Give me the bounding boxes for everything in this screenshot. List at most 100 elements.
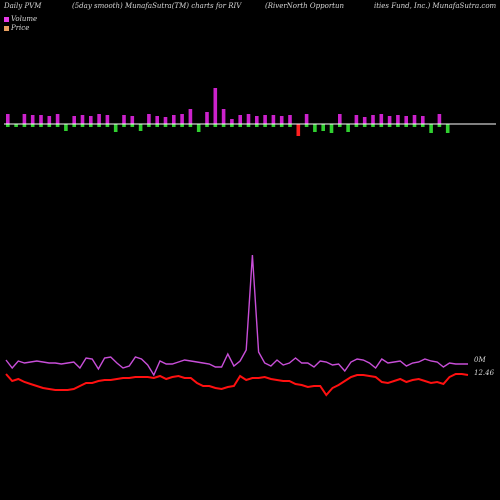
pvm-bar-tick — [412, 124, 417, 127]
pvm-bar — [346, 124, 350, 132]
pvm-bar-tick — [155, 124, 159, 127]
pvm-bar — [321, 124, 325, 131]
pvm-bar — [279, 116, 284, 124]
pvm-bar — [379, 114, 384, 124]
pvm-bar-tick — [163, 124, 168, 127]
pvm-bar-tick — [230, 124, 234, 127]
pvm-bar-tick — [255, 124, 259, 127]
pvm-bar — [113, 124, 118, 132]
pvm-bar-tick — [288, 124, 292, 127]
pvm-bar — [105, 115, 110, 124]
pvm-bar-tick — [404, 124, 408, 127]
legend-price-swatch — [4, 25, 9, 31]
pvm-bar — [230, 119, 234, 124]
pvm-bar — [55, 114, 60, 124]
legend-volume: Volume — [4, 15, 37, 23]
legend-price-label: Price — [11, 24, 30, 32]
pvm-bar — [196, 124, 201, 132]
pvm-bar-tick — [80, 124, 85, 127]
header-fund-name-2: ities Fund, Inc.) MunafaSutra.com — [374, 2, 497, 10]
pvm-bar — [387, 116, 392, 124]
volume-end-label: 0M — [474, 356, 486, 364]
pvm-bar-tick — [188, 124, 193, 127]
pvm-bar-tick — [437, 124, 442, 127]
pvm-bar — [172, 115, 176, 124]
pvm-bar-tick — [263, 124, 267, 127]
pvm-bar-tick — [238, 124, 242, 127]
pvm-bar — [445, 124, 450, 133]
pvm-bar-tick — [39, 124, 43, 127]
pvm-bar — [188, 109, 193, 124]
pvm-bar-tick — [97, 124, 101, 127]
pvm-bar-tick — [221, 124, 226, 127]
pvm-bar — [421, 116, 425, 124]
pvm-bar — [47, 116, 52, 124]
pvm-bar — [97, 114, 101, 124]
pvm-bar-tick — [371, 124, 375, 127]
pvm-bar-tick — [379, 124, 384, 127]
pvm-bar-tick — [30, 124, 35, 127]
pvm-bar — [122, 115, 126, 124]
pvm-bar — [64, 124, 68, 131]
pvm-bar-tick — [180, 124, 184, 127]
pvm-bar — [304, 114, 309, 124]
pvm-bar-tick — [421, 124, 425, 127]
pvm-bar — [238, 115, 242, 124]
pvm-bar-tick — [296, 124, 301, 127]
pvm-bar-tick — [122, 124, 126, 127]
header-title: (5day smooth) MunafaSutra(TM) charts for… — [72, 2, 242, 10]
pvm-bar-tick — [246, 124, 251, 127]
volume-bars — [6, 88, 450, 136]
pvm-bar — [354, 115, 359, 124]
pvm-bar — [39, 115, 43, 124]
pvm-bar-tick — [105, 124, 110, 127]
pvm-bar-tick — [338, 124, 342, 127]
pvm-bar — [213, 88, 218, 124]
pvm-bar — [371, 115, 375, 124]
pvm-bar — [429, 124, 433, 133]
pvm-bar — [89, 116, 93, 124]
pvm-bar-tick — [387, 124, 392, 127]
legend-price: Price — [4, 24, 29, 32]
pvm-bar — [296, 124, 301, 136]
pvm-bar — [30, 115, 35, 124]
pvm-bar — [72, 116, 76, 124]
legend-volume-label: Volume — [11, 15, 38, 23]
pvm-bar-tick — [362, 124, 367, 127]
pvm-bar — [80, 115, 85, 124]
pvm-bar — [246, 114, 251, 124]
pvm-bar — [130, 116, 135, 124]
pvm-bar — [288, 115, 292, 124]
pvm-bar-tick — [271, 124, 276, 127]
pvm-bar-tick — [72, 124, 76, 127]
header-fund-name-1: (RiverNorth Opportun — [265, 2, 345, 10]
pvm-bar-tick — [89, 124, 93, 127]
pvm-bar-tick — [213, 124, 218, 127]
pvm-bar-tick — [6, 124, 10, 127]
pvm-bar-tick — [396, 124, 400, 127]
pvm-bar — [255, 116, 259, 124]
pvm-bar — [437, 114, 442, 124]
pvm-bar — [14, 124, 18, 127]
pvm-bar — [180, 114, 184, 124]
pvm-bar-tick — [172, 124, 176, 127]
pvm-bar-tick — [55, 124, 60, 127]
pvm-bar-tick — [304, 124, 309, 127]
pvm-bar — [138, 124, 143, 131]
volume-line — [5, 254, 468, 377]
pvm-bar — [263, 115, 267, 124]
pvm-bar — [396, 115, 400, 124]
pvm-bar — [412, 115, 417, 124]
price-line — [5, 373, 469, 397]
pvm-bar — [329, 124, 334, 133]
price-end-label: 12.46 — [474, 369, 495, 377]
pvm-bar-tick — [47, 124, 52, 127]
pvm-bar-tick — [205, 124, 209, 127]
pvm-bar-tick — [354, 124, 359, 127]
pvm-bar-tick — [147, 124, 151, 127]
header-left: Daily PVM — [4, 2, 42, 10]
pvm-bar — [205, 112, 209, 124]
pvm-bar — [313, 124, 317, 132]
pvm-bar — [147, 114, 151, 124]
